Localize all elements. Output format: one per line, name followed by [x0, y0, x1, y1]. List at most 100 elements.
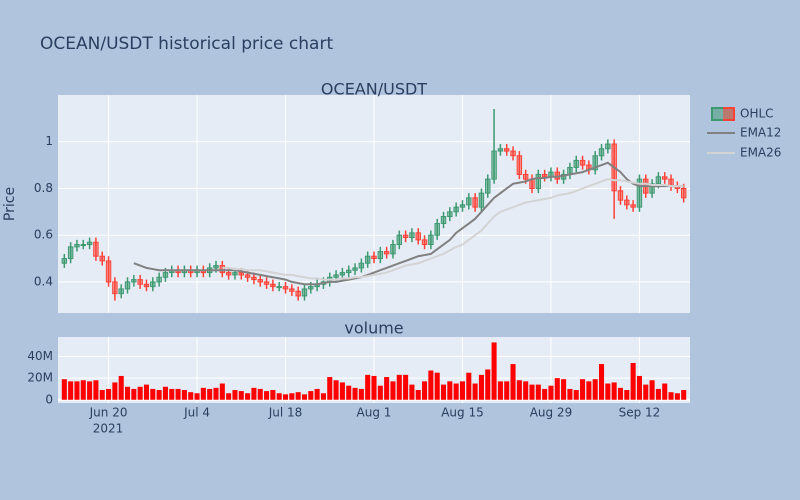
- candle-body: [440, 216, 447, 225]
- candle-body: [156, 276, 162, 283]
- volume-bar: [74, 381, 80, 400]
- candle-body: [617, 190, 624, 201]
- candle-body: [598, 148, 605, 157]
- volume-bar: [636, 375, 642, 400]
- candle-body: [630, 204, 636, 208]
- candle-body: [118, 288, 124, 295]
- volume-bar: [270, 390, 276, 400]
- volume-bar: [251, 387, 257, 400]
- volume-bar: [440, 384, 447, 400]
- volume-bar: [409, 384, 415, 400]
- candle-body: [624, 199, 630, 206]
- volume-bar: [466, 372, 472, 400]
- candle-body: [453, 206, 459, 213]
- candle-body: [434, 223, 440, 236]
- legend: OHLC: [711, 107, 774, 121]
- x-tick-label: Aug 29: [530, 406, 573, 420]
- volume-title: volume: [344, 319, 403, 338]
- candle-body: [270, 283, 276, 288]
- y-tick-label: 1: [45, 134, 53, 148]
- volume-bar: [289, 393, 295, 400]
- candle-body: [99, 255, 105, 262]
- candle-body: [276, 286, 282, 289]
- volume-bar: [308, 391, 314, 400]
- candle-body: [162, 272, 169, 278]
- candle-body: [308, 286, 314, 290]
- volume-bar: [226, 393, 232, 400]
- candle-body: [93, 241, 99, 257]
- candle-body: [61, 258, 68, 264]
- volume-bar: [516, 380, 522, 400]
- volume-bar: [497, 381, 503, 400]
- volume-bar: [327, 377, 333, 400]
- candle-body: [409, 232, 415, 239]
- volume-bar: [586, 381, 592, 400]
- candle-body: [415, 232, 421, 241]
- candle-body: [301, 288, 308, 297]
- legend-ohlc-icon-half: [723, 107, 735, 121]
- volume-bar: [156, 390, 162, 400]
- volume-bar: [428, 370, 434, 400]
- candle-body: [377, 251, 384, 260]
- volume-bar: [478, 374, 484, 400]
- y-tick-label: 0: [45, 392, 53, 406]
- y-axis-label: Price: [2, 187, 18, 221]
- legend-label[interactable]: OHLC: [740, 107, 774, 121]
- y-tick-label: 0.6: [34, 228, 53, 242]
- candle-body: [472, 197, 478, 208]
- volume-bar: [118, 375, 124, 400]
- y-tick-label: 0.8: [34, 181, 53, 195]
- candle-body: [421, 239, 428, 246]
- legend-label[interactable]: EMA12: [740, 126, 781, 140]
- volume-bar: [93, 380, 99, 400]
- candle-body: [504, 148, 510, 152]
- y-tick-label: 20M: [27, 371, 53, 385]
- candle-body: [67, 246, 74, 260]
- candle-body: [232, 272, 238, 276]
- candle-body: [573, 159, 579, 168]
- volume-bar: [194, 393, 200, 400]
- candle-body: [263, 281, 270, 285]
- volume-bar: [169, 388, 175, 400]
- volume-bar: [662, 383, 668, 400]
- candle-body: [86, 241, 93, 246]
- ema-line: [222, 178, 684, 281]
- volume-bar: [592, 379, 598, 400]
- volume-bar: [535, 384, 541, 400]
- volume-bar: [358, 388, 364, 400]
- candle-body: [371, 255, 377, 260]
- candle-body: [516, 155, 523, 175]
- chart-title: OCEAN/USDT historical price chart: [40, 34, 333, 54]
- volume-bar: [548, 385, 554, 400]
- volume-bar: [491, 342, 497, 400]
- legend-label[interactable]: EMA26: [740, 146, 781, 160]
- candle-body: [402, 234, 409, 239]
- volume-bar: [542, 388, 548, 400]
- volume-bar: [238, 391, 244, 400]
- volume-bar: [245, 393, 251, 400]
- volume-bar: [649, 380, 655, 400]
- candle-body: [143, 283, 150, 288]
- volume-bar: [365, 374, 371, 400]
- volume-bar: [352, 387, 358, 400]
- volume-bar: [87, 381, 93, 400]
- candle-body: [364, 255, 371, 264]
- volume-bar: [611, 382, 617, 400]
- candle-body: [680, 187, 687, 199]
- candle-body: [131, 279, 137, 283]
- x-tick-label: Jun 20: [89, 406, 128, 420]
- volume-bar: [162, 386, 168, 400]
- x-tick-label: Aug 15: [441, 406, 484, 420]
- candle-body: [655, 176, 662, 185]
- candle-body: [105, 260, 112, 283]
- candle-body: [510, 150, 516, 157]
- volume-bar: [150, 388, 156, 400]
- candle-body: [522, 173, 529, 180]
- volume-bar: [459, 381, 466, 400]
- volume-bar: [580, 379, 586, 400]
- volume-bar: [232, 390, 238, 400]
- volume-bar: [630, 362, 636, 400]
- volume-bar: [207, 388, 213, 400]
- volume-bar: [434, 372, 440, 400]
